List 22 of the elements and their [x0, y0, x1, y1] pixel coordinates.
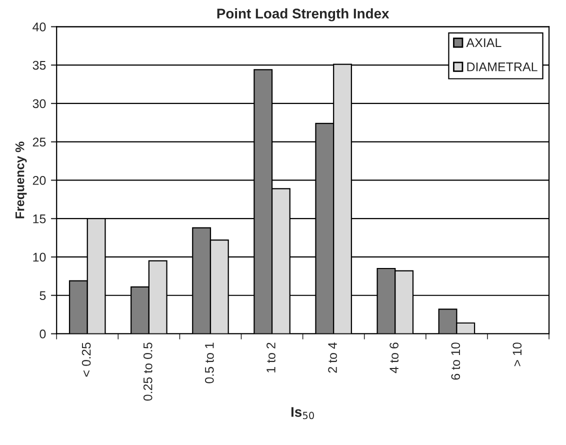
chart-title: Point Load Strength Index	[217, 8, 390, 22]
x-tick-label: 4 to 6	[390, 342, 398, 374]
y-tick-label: 20	[32, 176, 46, 185]
x-tick-label: 2 to 4	[328, 342, 337, 373]
x-tick-label: < 0.25	[82, 342, 91, 377]
y-tick-label: 35	[32, 60, 46, 70]
y-tick-label: 30	[32, 99, 46, 108]
y-tick-label: 0	[40, 330, 46, 338]
legend-label: DIAMETRAL	[467, 62, 538, 72]
x-tick-label: 0.25 to 0.5	[143, 342, 152, 401]
y-tick-label: 10	[33, 252, 46, 262]
x-tick-label: > 10	[512, 342, 522, 366]
x-axis-title: Is$_{50}$	[291, 407, 314, 420]
y-axis-title: Frequency %	[15, 142, 27, 218]
y-tick-label: 40	[32, 22, 46, 32]
x-tick-label: 0.5 to 1	[204, 342, 214, 384]
x-tick-label: 1 to 2	[266, 342, 276, 372]
y-tick-label: 25	[32, 138, 46, 146]
x-tick-label: 6 to 10	[451, 342, 460, 380]
y-tick-label: 15	[33, 214, 46, 224]
legend-label: AXIAL	[466, 38, 502, 48]
y-tick-label: 5	[40, 291, 46, 300]
